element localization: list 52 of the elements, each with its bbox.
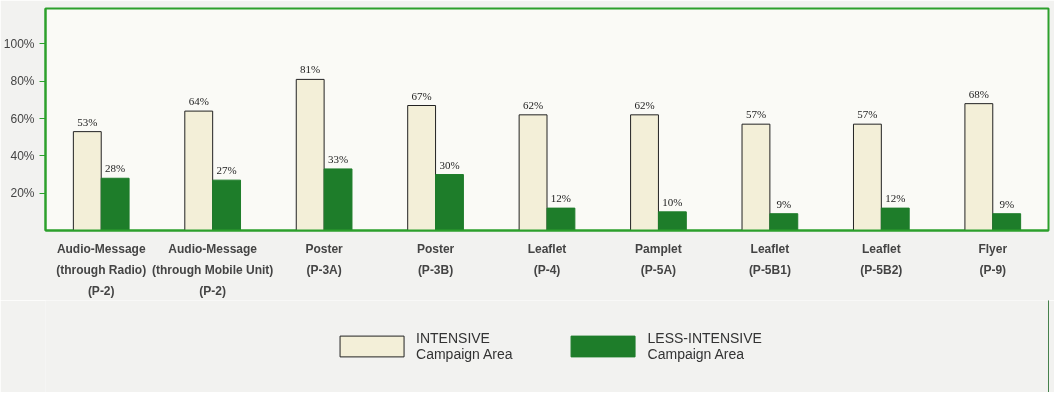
- data-label: 57%: [745, 108, 767, 121]
- data-label: 62%: [522, 98, 544, 111]
- y-tick-label: 60%: [10, 111, 35, 126]
- data-label: 28%: [105, 162, 126, 175]
- data-label: 10%: [662, 195, 683, 208]
- x-tick-label: Poster (P-3B): [416, 241, 455, 277]
- data-label: 62%: [634, 98, 655, 111]
- data-label: 9%: [776, 197, 792, 210]
- bar: [657, 211, 687, 231]
- data-label: 53%: [77, 115, 98, 128]
- y-tick-label: 20%: [10, 186, 35, 201]
- bar: [212, 179, 242, 231]
- bar: [992, 213, 1022, 231]
- x-tick-label: Audio-Message (through Mobile Unit) (P-2): [152, 241, 274, 298]
- x-tick-label: Leaflet (P-4): [527, 241, 567, 277]
- bar: [518, 114, 548, 231]
- bar: [630, 114, 659, 231]
- x-tick-label: Pamplet (P-5A): [635, 241, 682, 277]
- x-tick-label: Poster (P-3A): [305, 241, 344, 277]
- data-label: 64%: [188, 95, 209, 108]
- x-tick-label: Flyer (P-9): [978, 241, 1008, 277]
- y-tick-label: 80%: [10, 74, 35, 89]
- data-label: 57%: [857, 108, 878, 121]
- y-tick-label: 100%: [3, 36, 35, 51]
- legend-label: INTENSIVE Campaign Area: [416, 330, 513, 362]
- bar: [295, 78, 325, 231]
- data-label: 9%: [999, 197, 1015, 210]
- bar: [546, 207, 576, 231]
- data-label: 81%: [300, 63, 321, 76]
- x-tick-label: Audio-Message (through Radio) (P-2): [56, 241, 147, 298]
- data-label: 30%: [439, 158, 460, 171]
- bar: [880, 207, 910, 231]
- data-label: 67%: [411, 89, 432, 102]
- data-label: 68%: [968, 87, 989, 100]
- data-label: 12%: [885, 192, 906, 205]
- data-label: 12%: [550, 192, 572, 205]
- legend-label: LESS-INTENSIVE Campaign Area: [647, 330, 762, 362]
- bar: [184, 110, 214, 231]
- bar: [323, 168, 353, 231]
- data-label: 27%: [216, 164, 237, 177]
- data-label: 33%: [327, 152, 349, 165]
- bar: [72, 131, 102, 231]
- bar: [407, 105, 437, 231]
- bar: [741, 123, 771, 231]
- bar: [852, 123, 882, 231]
- x-tick-label: Leaflet (P-5B1): [748, 241, 791, 277]
- x-tick-label: Leaflet (P-5B2): [860, 241, 903, 277]
- y-tick-label: 40%: [10, 148, 35, 163]
- bar: [435, 174, 464, 231]
- bar: [964, 103, 994, 231]
- bar: [100, 177, 130, 231]
- bar: [769, 213, 799, 231]
